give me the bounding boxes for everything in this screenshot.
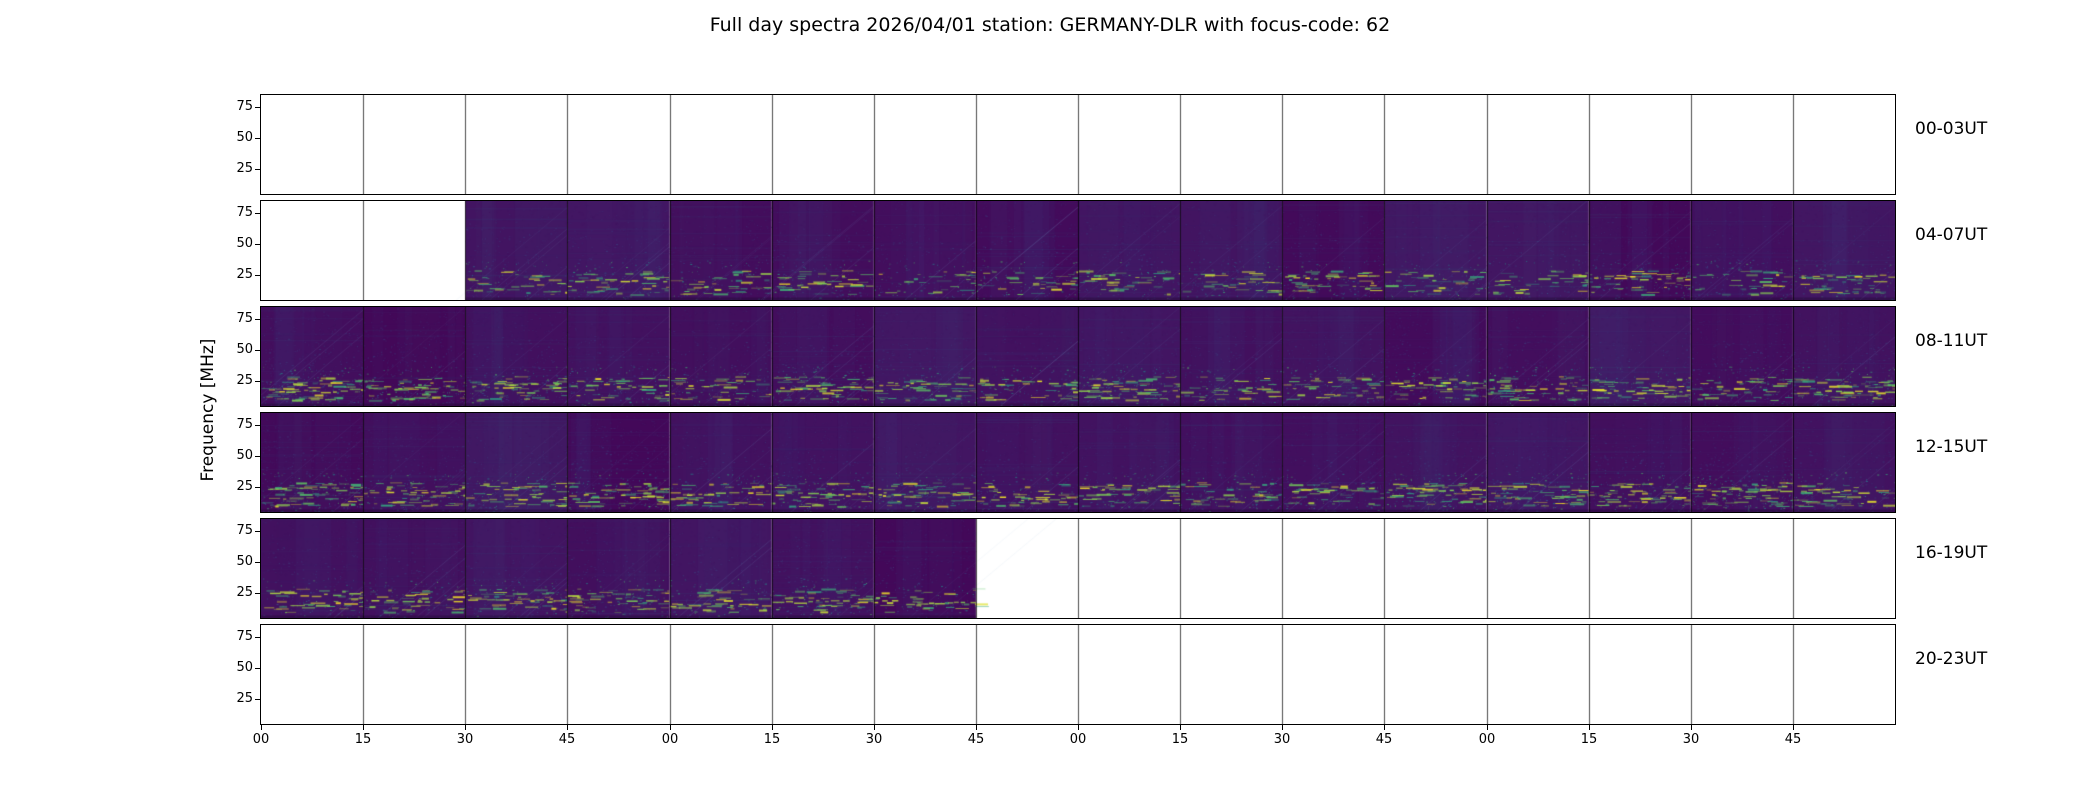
x-tick-label: 00	[253, 732, 270, 747]
figure: Full day spectra 2026/04/01 station: GER…	[0, 0, 2100, 800]
y-tick-label: 75	[213, 417, 253, 432]
y-tick-label: 75	[213, 523, 253, 538]
y-tick-mark	[255, 213, 260, 214]
x-tick-label: 00	[662, 732, 679, 747]
x-tick-label: 30	[1274, 732, 1291, 747]
row-label: 00-03UT	[1915, 119, 1987, 139]
y-tick-label: 50	[213, 130, 253, 145]
y-tick-label: 75	[213, 629, 253, 644]
x-tick-label: 45	[559, 732, 576, 747]
y-tick-label: 25	[213, 691, 253, 706]
y-tick-mark	[255, 350, 260, 351]
spectrogram-panel	[260, 518, 1896, 619]
y-tick-label: 50	[213, 554, 253, 569]
chart-title: Full day spectra 2026/04/01 station: GER…	[0, 14, 2100, 36]
y-tick-mark	[255, 425, 260, 426]
x-tick-mark	[1589, 725, 1590, 730]
x-tick-label: 00	[1479, 732, 1496, 747]
spectrogram-canvas	[261, 625, 1895, 724]
spectrogram-canvas	[261, 95, 1895, 194]
y-tick-label: 50	[213, 448, 253, 463]
y-tick-label: 25	[213, 161, 253, 176]
x-tick-label: 15	[1172, 732, 1189, 747]
row-label: 04-07UT	[1915, 225, 1987, 245]
x-tick-label: 00	[1070, 732, 1087, 747]
x-tick-mark	[1180, 725, 1181, 730]
x-tick-mark	[567, 725, 568, 730]
y-tick-label: 50	[213, 660, 253, 675]
spectrogram-canvas	[261, 307, 1895, 406]
y-tick-mark	[255, 138, 260, 139]
x-tick-label: 45	[968, 732, 985, 747]
y-tick-mark	[255, 487, 260, 488]
x-tick-mark	[1078, 725, 1079, 730]
spectrogram-panel	[260, 200, 1896, 301]
y-tick-mark	[255, 319, 260, 320]
y-tick-mark	[255, 275, 260, 276]
y-tick-mark	[255, 244, 260, 245]
y-tick-mark	[255, 593, 260, 594]
x-tick-mark	[1282, 725, 1283, 730]
y-tick-label: 25	[213, 267, 253, 282]
x-tick-mark	[363, 725, 364, 730]
spectrogram-panel	[260, 306, 1896, 407]
x-tick-mark	[1384, 725, 1385, 730]
spectrogram-panel	[260, 94, 1896, 195]
spectrogram-canvas	[261, 413, 1895, 512]
x-tick-label: 30	[1683, 732, 1700, 747]
y-tick-label: 75	[213, 311, 253, 326]
y-tick-label: 50	[213, 236, 253, 251]
x-tick-label: 15	[764, 732, 781, 747]
row-label: 12-15UT	[1915, 437, 1987, 457]
x-tick-label: 45	[1785, 732, 1802, 747]
spectrogram-panel	[260, 624, 1896, 725]
y-tick-label: 25	[213, 585, 253, 600]
x-tick-mark	[1793, 725, 1794, 730]
row-label: 20-23UT	[1915, 649, 1987, 669]
x-tick-mark	[670, 725, 671, 730]
y-tick-mark	[255, 637, 260, 638]
x-tick-mark	[976, 725, 977, 730]
x-tick-label: 15	[1581, 732, 1598, 747]
x-tick-label: 15	[355, 732, 372, 747]
y-tick-mark	[255, 668, 260, 669]
x-tick-mark	[1691, 725, 1692, 730]
y-tick-mark	[255, 107, 260, 108]
y-tick-mark	[255, 456, 260, 457]
spectrogram-canvas	[261, 519, 1895, 618]
x-tick-mark	[261, 725, 262, 730]
y-tick-label: 50	[213, 342, 253, 357]
y-tick-label: 25	[213, 373, 253, 388]
spectrogram-canvas	[261, 201, 1895, 300]
x-tick-label: 45	[1376, 732, 1393, 747]
x-tick-mark	[874, 725, 875, 730]
x-tick-mark	[772, 725, 773, 730]
row-label: 16-19UT	[1915, 543, 1987, 563]
y-tick-mark	[255, 699, 260, 700]
y-tick-label: 75	[213, 99, 253, 114]
spectrogram-panel	[260, 412, 1896, 513]
x-tick-label: 30	[866, 732, 883, 747]
y-tick-label: 25	[213, 479, 253, 494]
x-tick-mark	[465, 725, 466, 730]
y-tick-mark	[255, 562, 260, 563]
row-label: 08-11UT	[1915, 331, 1987, 351]
x-tick-label: 30	[457, 732, 474, 747]
y-tick-mark	[255, 169, 260, 170]
y-tick-label: 75	[213, 205, 253, 220]
y-tick-mark	[255, 531, 260, 532]
y-tick-mark	[255, 381, 260, 382]
x-tick-mark	[1487, 725, 1488, 730]
